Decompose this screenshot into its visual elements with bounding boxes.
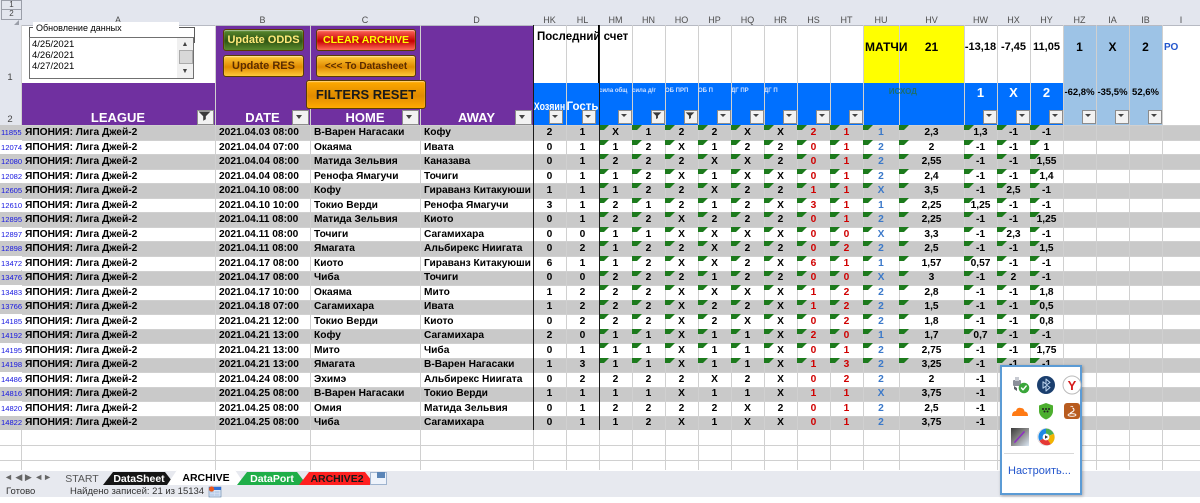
svg-text:Y: Y [1068, 378, 1077, 393]
